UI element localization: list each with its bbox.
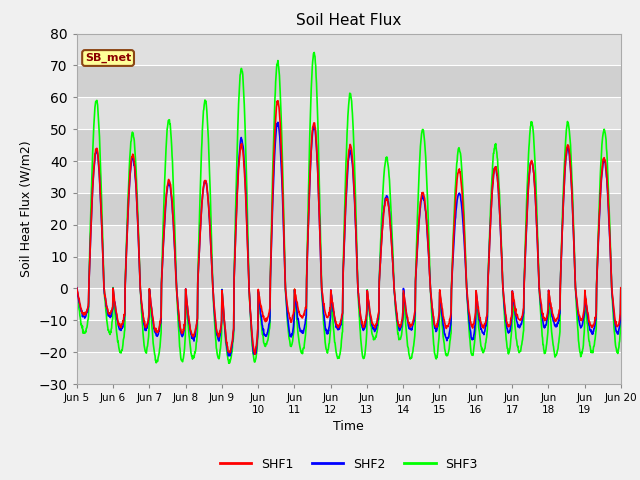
SHF2 <box>226 353 234 359</box>
SHF1 <box>180 323 188 329</box>
SHF1 <box>73 285 81 291</box>
Y-axis label: Soil Heat Flux (W/m2): Soil Heat Flux (W/m2) <box>20 141 33 277</box>
Bar <box>77 34 621 65</box>
SHF3 <box>255 298 263 303</box>
SHF2 <box>255 295 263 301</box>
Bar <box>77 225 621 257</box>
SHF1 <box>434 318 442 324</box>
Bar <box>77 161 621 193</box>
SHF3 <box>434 348 442 354</box>
SHF1 <box>194 281 202 287</box>
SHF2 <box>434 324 442 329</box>
Line: SHF1: SHF1 <box>77 101 621 354</box>
SHF2 <box>73 285 81 291</box>
SHF1 <box>274 98 282 104</box>
SHF2 <box>274 120 282 125</box>
SHF3 <box>553 350 561 356</box>
Bar <box>77 65 621 97</box>
Bar <box>77 257 621 288</box>
Bar <box>77 288 621 320</box>
SHF1 <box>617 285 625 290</box>
Bar <box>77 193 621 225</box>
Bar <box>77 97 621 129</box>
Bar <box>77 129 621 161</box>
SHF3 <box>505 348 513 354</box>
Bar <box>77 320 621 352</box>
SHF1 <box>255 293 263 299</box>
Title: Soil Heat Flux: Soil Heat Flux <box>296 13 401 28</box>
SHF2 <box>180 323 188 328</box>
Legend: SHF1, SHF2, SHF3: SHF1, SHF2, SHF3 <box>214 453 483 476</box>
Line: SHF3: SHF3 <box>77 52 621 363</box>
SHF3 <box>73 288 81 293</box>
Line: SHF2: SHF2 <box>77 122 621 356</box>
SHF3 <box>194 277 202 283</box>
SHF3 <box>225 360 232 366</box>
SHF2 <box>505 329 513 335</box>
SHF3 <box>310 49 318 55</box>
Text: SB_met: SB_met <box>85 53 131 63</box>
Bar <box>77 352 621 384</box>
SHF1 <box>251 351 259 357</box>
SHF3 <box>617 286 625 292</box>
SHF1 <box>553 315 561 321</box>
SHF3 <box>180 346 188 351</box>
SHF1 <box>505 324 513 329</box>
SHF2 <box>194 279 202 285</box>
SHF2 <box>617 286 625 291</box>
X-axis label: Time: Time <box>333 420 364 433</box>
SHF2 <box>553 324 561 329</box>
